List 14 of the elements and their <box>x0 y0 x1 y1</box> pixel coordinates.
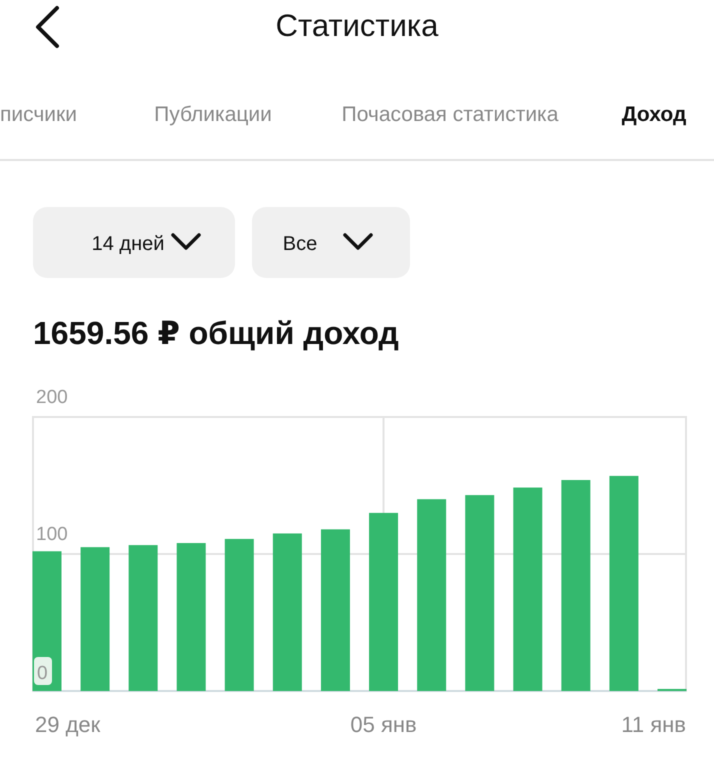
text: Все <box>282 233 318 255</box>
y-tick-label: 0 <box>37 663 48 684</box>
text: 14 дней <box>92 233 164 255</box>
y-tick-label: 100 <box>36 524 68 545</box>
chart-subtitle: 1659.56 ₽ общий доход <box>33 315 399 351</box>
text: Доход <box>622 103 686 126</box>
x-tick-label: 29 дек <box>35 712 101 737</box>
text: Почасовая статистика <box>342 103 559 126</box>
y-tick-label: 200 <box>36 387 68 408</box>
x-tick-label: 11 янв <box>621 712 686 737</box>
chart-title: Статистика <box>276 8 440 43</box>
text: Публикации <box>154 103 272 126</box>
text: писчики <box>0 103 77 126</box>
x-tick-label: 05 янв <box>350 712 417 737</box>
